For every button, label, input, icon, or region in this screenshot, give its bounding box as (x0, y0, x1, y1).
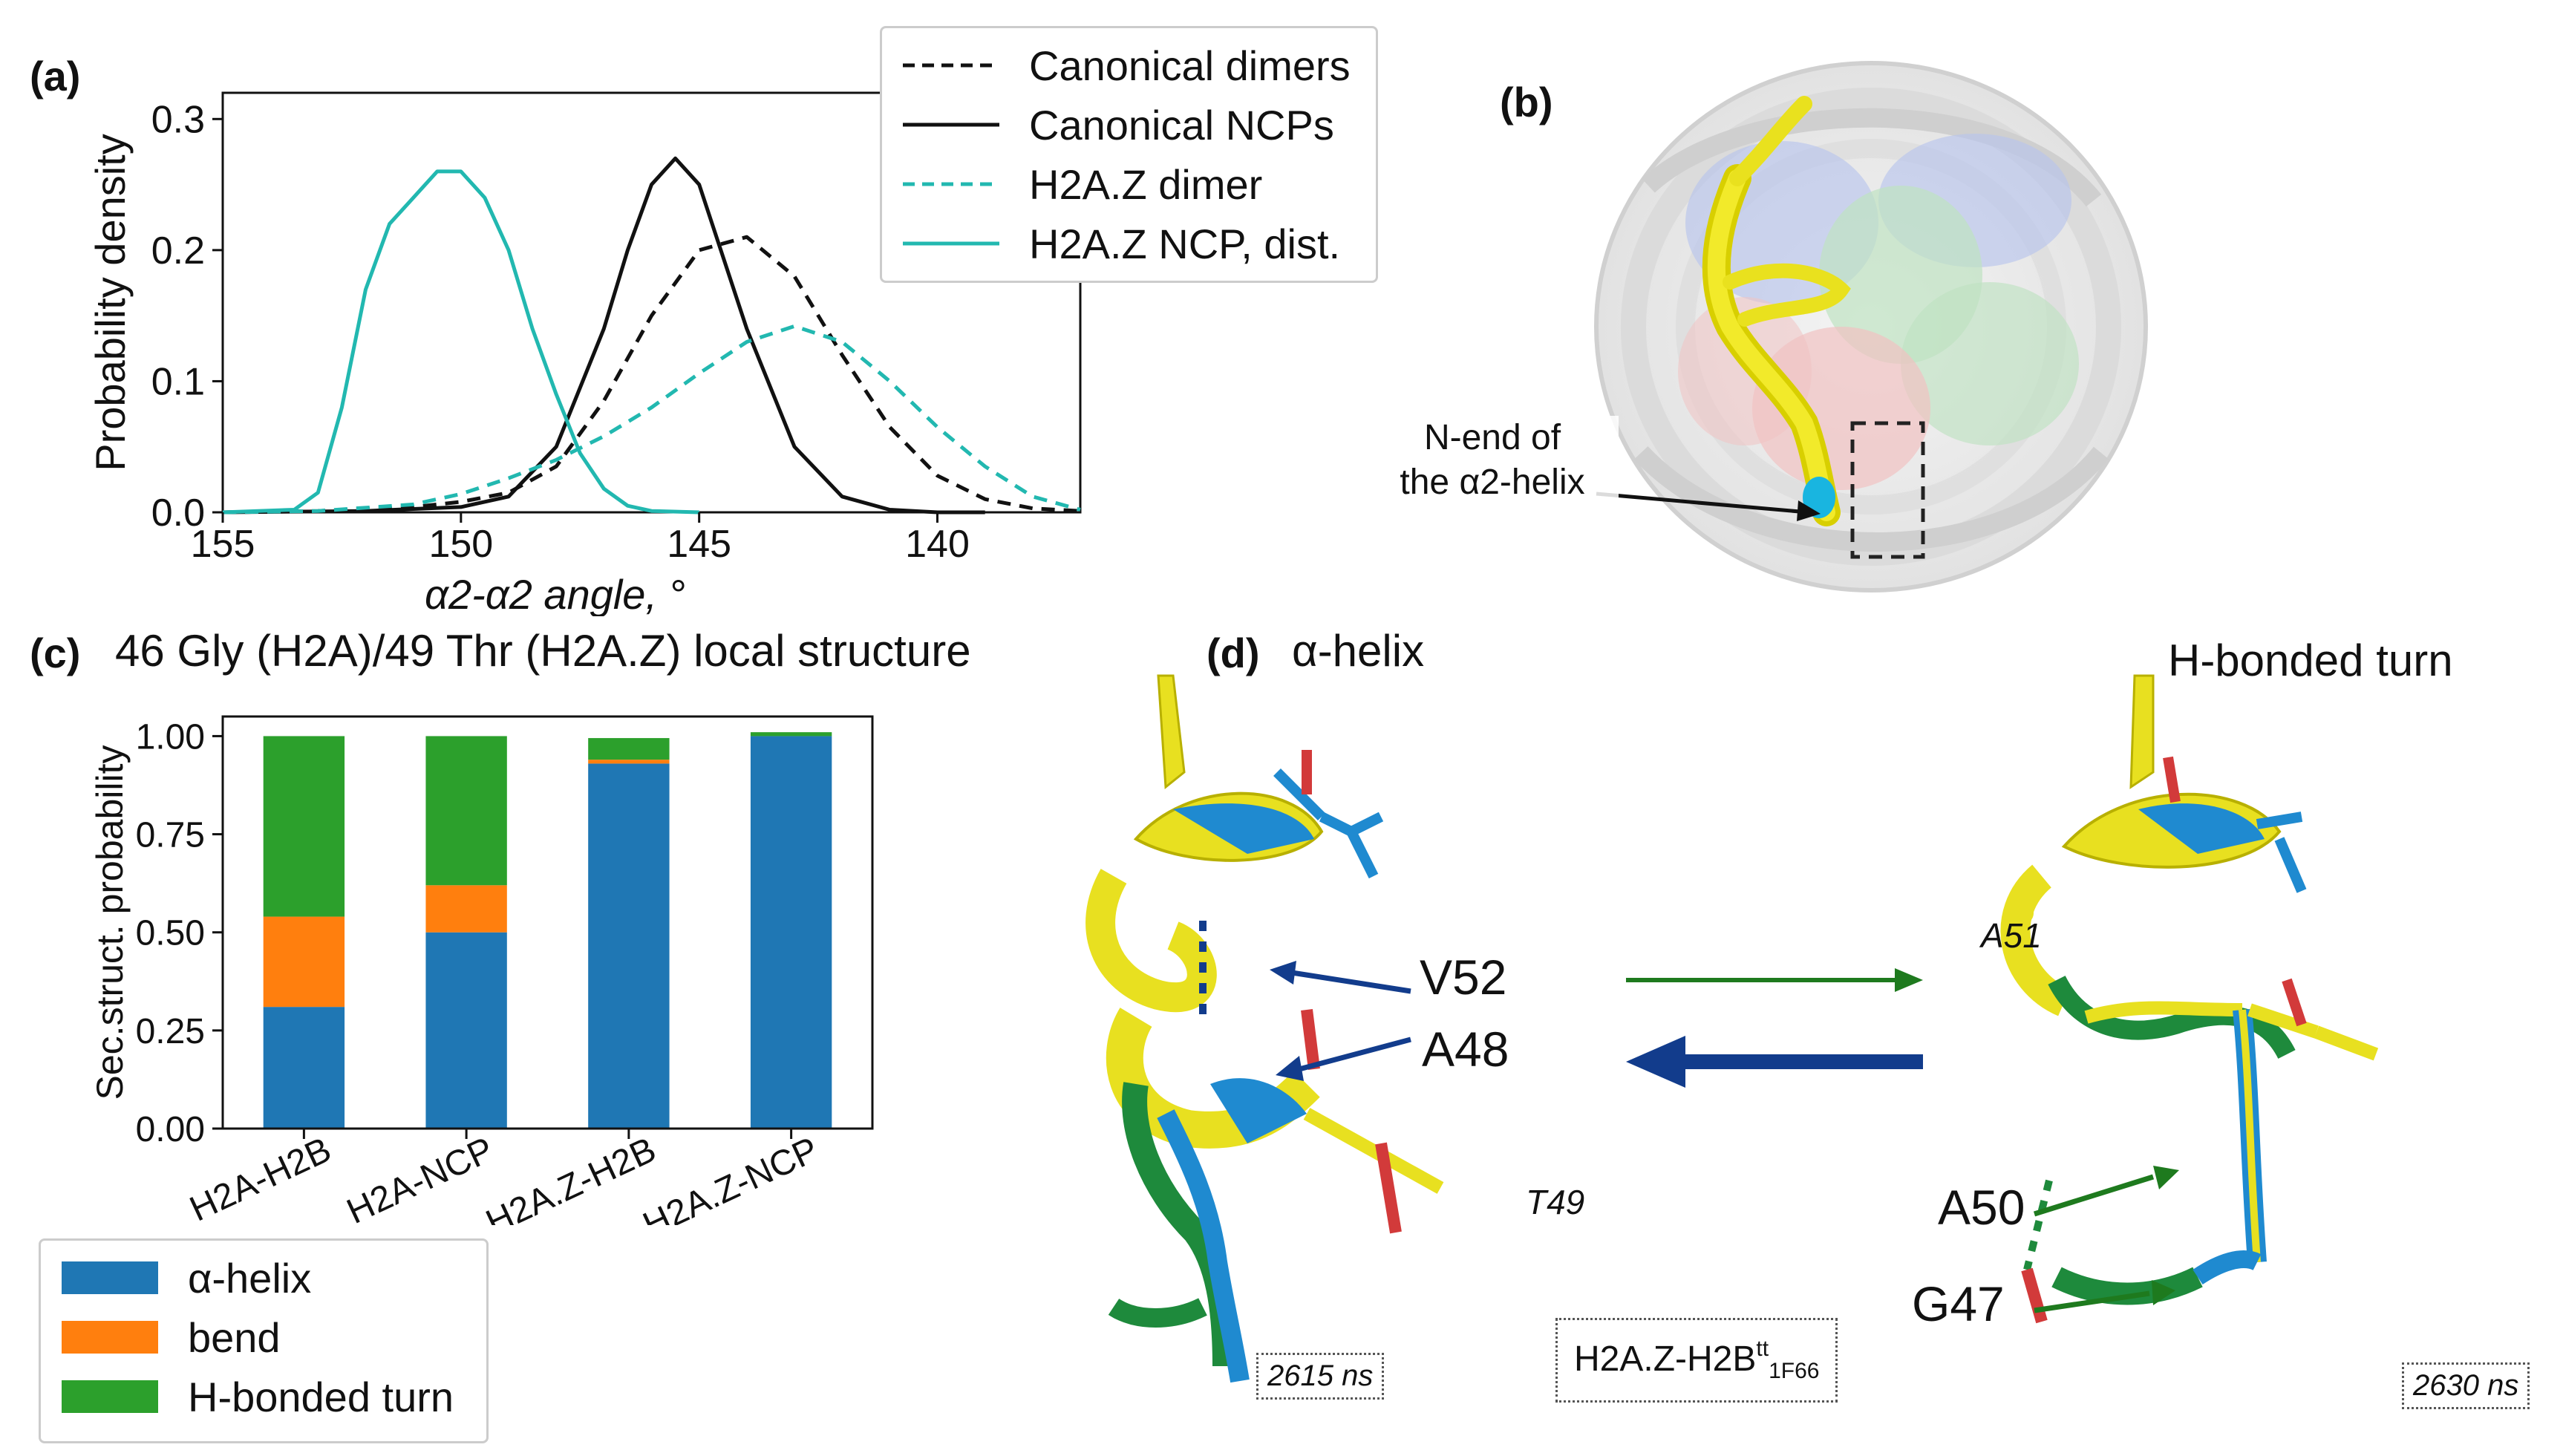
h-bonded-turn-structure (2000, 674, 2379, 1324)
x-tick-label: H2A-H2B (184, 1130, 337, 1225)
legend-swatch-dashed-teal (903, 182, 999, 186)
legend-label: α-helix (188, 1254, 312, 1302)
y-tick-label: 0.0 (151, 492, 205, 535)
nucleosome-illustration (1594, 61, 2148, 592)
panel-d-right-title: H-bonded turn (2168, 636, 2453, 685)
system-sub: 1F66 (1769, 1359, 1820, 1383)
y-axis-label: Probability density (87, 134, 134, 471)
annotation-line-1: N-end of (1423, 418, 1561, 457)
series-line (222, 156, 985, 515)
y-tick-label: 0.25 (136, 1012, 205, 1051)
y-axis-label: Sec.struct. probability (89, 745, 131, 1100)
legend-row-bend: bend (41, 1308, 486, 1367)
legend-swatch-solid-teal (903, 241, 999, 246)
bar-segment (588, 763, 670, 1129)
legend-row-h2az-dimer: H2A.Z dimer (882, 154, 1376, 214)
equilibrium-arrows (1626, 968, 1923, 1088)
legend-label: Canonical NCPs (1029, 101, 1334, 148)
time-stamp-left: 2615 ns (1256, 1353, 1385, 1400)
right-pointer-arrows (2033, 1166, 2179, 1313)
plot-frame (221, 715, 874, 1130)
legend-label: bend (188, 1313, 281, 1361)
legend-row-alpha-helix: α-helix (41, 1248, 486, 1308)
bar-segment (263, 1007, 345, 1129)
x-tick-label: 155 (191, 523, 255, 566)
bar-segment (750, 732, 832, 737)
label-v52: V52 (1420, 950, 1507, 1005)
system-label: H2A.Z-H2Btt1F66 (1555, 1318, 1838, 1403)
x-tick-label: 145 (667, 523, 731, 566)
x-tick-label: 150 (428, 523, 493, 566)
bar-segment (425, 932, 507, 1129)
bar-segment (263, 736, 345, 917)
legend-label: H2A.Z NCP, dist. (1029, 220, 1341, 267)
label-a51: A51 (1981, 916, 2042, 955)
panel-d-label: (d) (1207, 630, 1260, 676)
label-a50: A50 (1938, 1180, 2025, 1235)
chart-a-legend: Canonical dimers Canonical NCPs H2A.Z di… (880, 26, 1378, 283)
x-tick-label: 140 (905, 523, 970, 566)
legend-label: H-bonded turn (188, 1373, 454, 1420)
legend-row-canonical-dimers: Canonical dimers (882, 36, 1376, 95)
system-sup: tt (1756, 1336, 1769, 1361)
y-tick-label: 0.00 (136, 1110, 205, 1149)
x-tick-label: H2A.Z-H2B (480, 1130, 662, 1225)
y-tick-label: 0.75 (136, 816, 205, 855)
legend-swatch-blue (62, 1261, 158, 1294)
chart-a: 155 150 145 140 0.0 0.1 0.2 0.3 α2-α2 angle, ° Pr… (87, 91, 1082, 616)
left-pointer-arrows (1270, 961, 1411, 1081)
legend-swatch-solid-black (903, 123, 999, 127)
bar-segment (588, 760, 670, 764)
legend-label: Canonical dimers (1029, 42, 1351, 89)
y-tick-label: 0.1 (151, 360, 205, 403)
bar-segment (750, 736, 832, 1129)
panel-c-label: (c) (30, 630, 81, 676)
x-tick-label: H2A-NCP (341, 1130, 499, 1225)
legend-row-h-bonded-turn: H-bonded turn (41, 1367, 486, 1426)
chart-c-legend: α-helix bend H-bonded turn (39, 1238, 489, 1443)
system-main: H2A.Z-H2B (1574, 1339, 1757, 1379)
y-tick-label: 0.50 (136, 914, 205, 953)
time-stamp-right: 2630 ns (2402, 1362, 2530, 1409)
legend-label: H2A.Z dimer (1029, 160, 1263, 208)
bar-segment (588, 738, 670, 760)
panel-a-label: (a) (30, 53, 81, 99)
label-a48: A48 (1422, 1022, 1509, 1077)
bar-segment (425, 885, 507, 933)
bar-segment (425, 736, 507, 886)
y-tick-label: 1.00 (136, 717, 205, 757)
panel-c-title: 46 Gly (H2A)/49 Thr (H2A.Z) local struct… (115, 626, 971, 676)
y-tick-label: 0.3 (151, 98, 205, 141)
series-line (222, 169, 699, 515)
legend-row-h2az-ncp: H2A.Z NCP, dist. (882, 214, 1376, 273)
label-t49: T49 (1526, 1183, 1585, 1221)
legend-row-canonical-ncps: Canonical NCPs (882, 95, 1376, 154)
y-tick-label: 0.2 (151, 229, 205, 272)
legend-swatch-orange (62, 1321, 158, 1354)
legend-swatch-green (62, 1380, 158, 1413)
bar-segment (263, 916, 345, 1008)
alpha-helix-structure (1085, 674, 1444, 1383)
panel-d-left-title: α-helix (1292, 626, 1425, 676)
legend-swatch-dashed-black (903, 63, 999, 68)
annotation-line-2: the α2-helix (1400, 463, 1585, 502)
label-g47: G47 (1912, 1276, 2005, 1331)
alpha2-helix-annotation: N-end of the α2-helix (1366, 416, 1619, 505)
x-axis-label: α2-α2 angle, ° (425, 571, 685, 616)
series-line (222, 324, 1081, 515)
x-tick-label: H2A.Z-NCP (637, 1130, 824, 1225)
panel-b-label: (b) (1500, 79, 1553, 125)
